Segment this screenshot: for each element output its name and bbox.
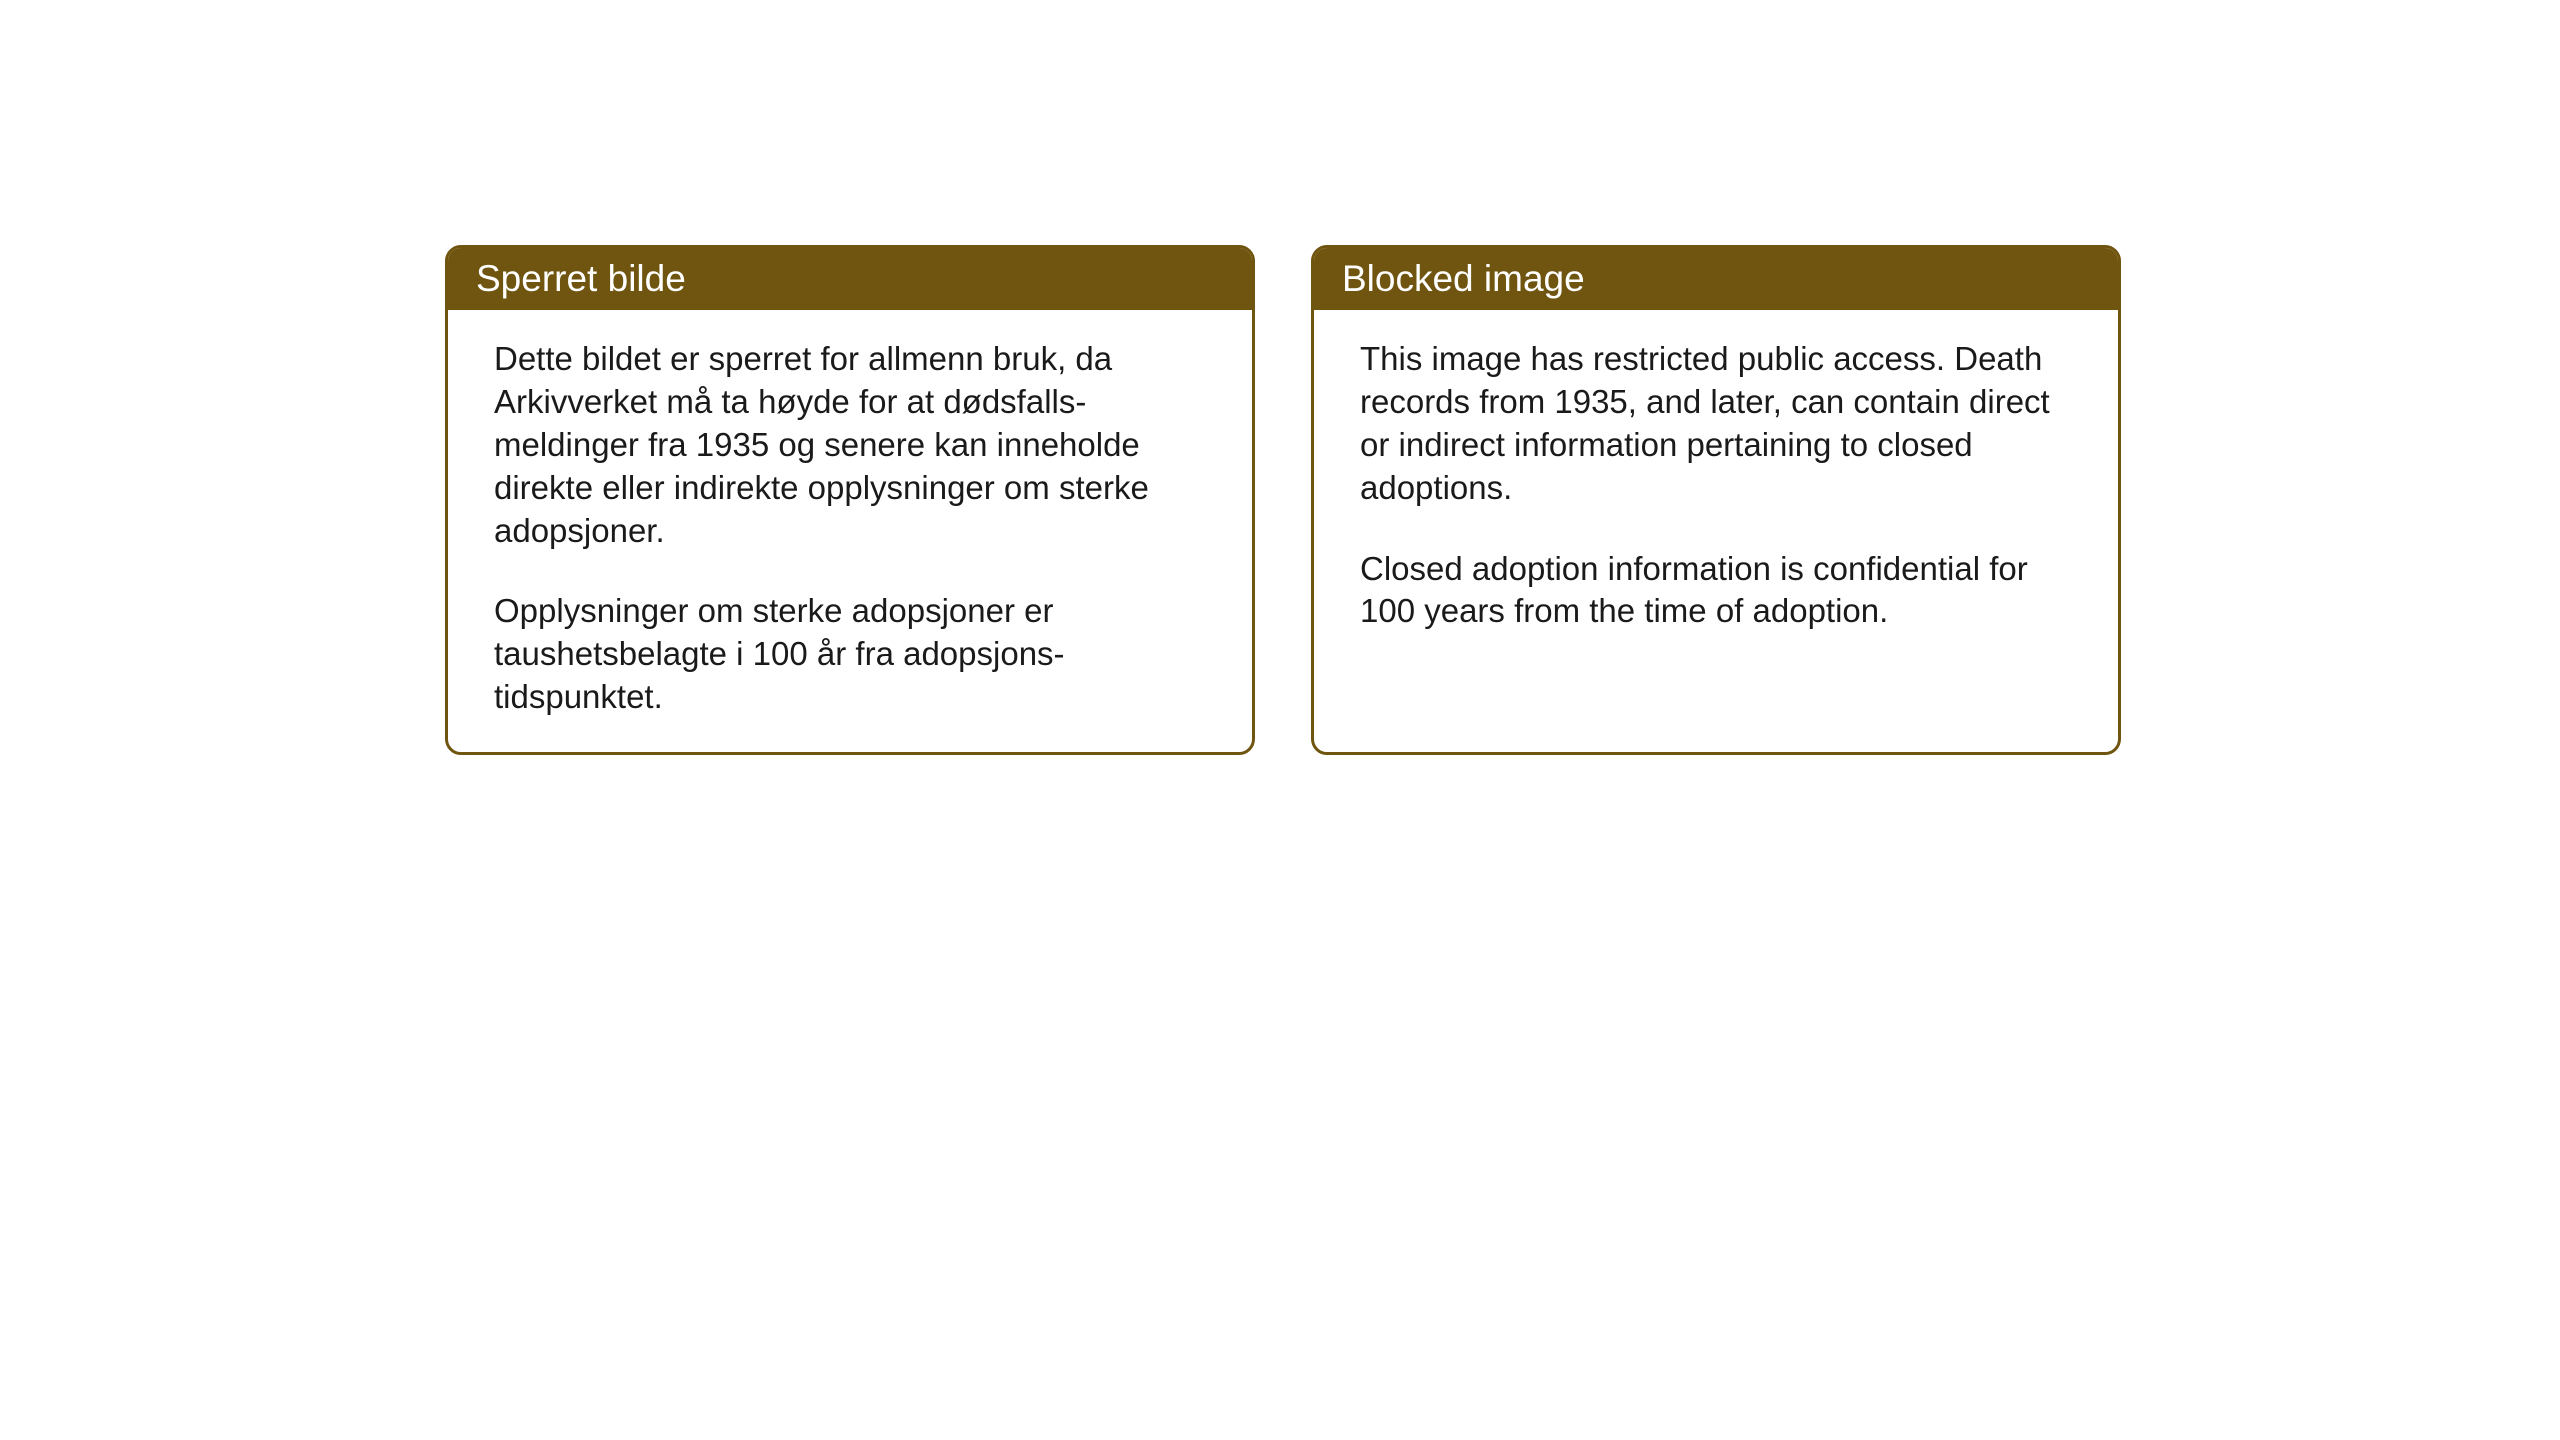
paragraph-1-english: This image has restricted public access.… [1360, 338, 2072, 510]
card-body-norwegian: Dette bildet er sperret for allmenn bruk… [448, 310, 1252, 747]
card-header-norwegian: Sperret bilde [448, 248, 1252, 310]
cards-container: Sperret bilde Dette bildet er sperret fo… [445, 245, 2121, 755]
paragraph-2-english: Closed adoption information is confident… [1360, 548, 2072, 634]
paragraph-2-norwegian: Opplysninger om sterke adopsjoner er tau… [494, 590, 1206, 719]
card-header-english: Blocked image [1314, 248, 2118, 310]
card-body-english: This image has restricted public access.… [1314, 310, 2118, 661]
card-title-english: Blocked image [1342, 258, 1585, 299]
card-norwegian: Sperret bilde Dette bildet er sperret fo… [445, 245, 1255, 755]
card-english: Blocked image This image has restricted … [1311, 245, 2121, 755]
paragraph-1-norwegian: Dette bildet er sperret for allmenn bruk… [494, 338, 1206, 552]
card-title-norwegian: Sperret bilde [476, 258, 686, 299]
